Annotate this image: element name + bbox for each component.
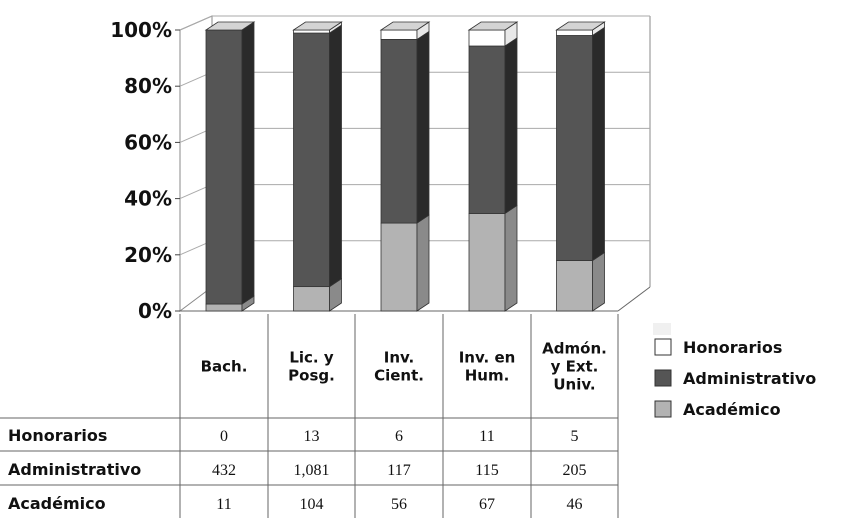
gridline-side bbox=[180, 16, 212, 30]
bar-segment-administrativo-3 bbox=[469, 38, 517, 213]
bar-segment-administrativo-0 bbox=[206, 22, 254, 304]
bar-segment-administrativo-1 bbox=[294, 25, 342, 287]
bar-side bbox=[242, 22, 254, 304]
data-label: 1,081 bbox=[294, 462, 330, 479]
category-label: Posg. bbox=[288, 367, 335, 385]
y-tick-label: 100% bbox=[110, 18, 172, 42]
bar-side bbox=[593, 27, 605, 260]
bar-front bbox=[206, 30, 242, 304]
y-tick-label: 60% bbox=[124, 130, 172, 154]
data-label: 104 bbox=[300, 496, 324, 513]
bar-side bbox=[505, 38, 517, 213]
bar-front bbox=[381, 223, 417, 311]
bar-front bbox=[206, 304, 242, 311]
bar-side bbox=[593, 253, 605, 311]
data-label: 0 bbox=[220, 428, 228, 445]
bar-segment-acad-mico-3 bbox=[469, 205, 517, 311]
data-label: 205 bbox=[563, 462, 587, 479]
data-label: 432 bbox=[212, 462, 236, 479]
category-label: Cient. bbox=[374, 367, 424, 385]
bar-front bbox=[557, 261, 593, 311]
category-label: Univ. bbox=[553, 376, 595, 394]
data-label: 6 bbox=[395, 428, 403, 445]
category-label: Bach. bbox=[201, 358, 248, 376]
bar-segment-acad-mico-2 bbox=[381, 215, 429, 311]
category-label: Admón. bbox=[542, 340, 607, 358]
bar-front bbox=[557, 35, 593, 260]
data-label: 67 bbox=[479, 496, 495, 513]
y-tick-label: 40% bbox=[124, 187, 172, 211]
legend: Honorarios Administrativo Académico bbox=[653, 323, 816, 419]
legend-decoration bbox=[653, 323, 671, 335]
category-label: Inv. en bbox=[459, 349, 516, 367]
y-axis: 0% 20% 40% 60% 80% 100% bbox=[110, 18, 180, 323]
bar-front bbox=[469, 30, 505, 46]
data-label: 117 bbox=[387, 462, 410, 479]
legend-label: Administrativo bbox=[683, 369, 816, 388]
floor-right-edge bbox=[618, 287, 650, 311]
bar-side bbox=[505, 205, 517, 311]
bar-front bbox=[294, 287, 330, 311]
data-label: 56 bbox=[391, 496, 407, 513]
bar-side bbox=[330, 25, 342, 287]
bar-front bbox=[381, 30, 417, 39]
bar-side bbox=[417, 31, 429, 223]
bar-front bbox=[294, 30, 330, 33]
bar-segment-administrativo-2 bbox=[381, 31, 429, 223]
category-label: y Ext. bbox=[551, 358, 599, 376]
data-label: 115 bbox=[475, 462, 498, 479]
legend-swatch bbox=[655, 401, 671, 417]
row-header: Honorarios bbox=[8, 426, 107, 445]
bar-front bbox=[294, 33, 330, 287]
y-tick-label: 20% bbox=[124, 243, 172, 267]
data-label: 11 bbox=[479, 428, 494, 445]
bars bbox=[206, 22, 605, 311]
bar-front bbox=[469, 213, 505, 311]
data-label: 46 bbox=[567, 496, 583, 513]
bar-front bbox=[381, 39, 417, 223]
bar-front bbox=[557, 30, 593, 35]
legend-swatch bbox=[655, 370, 671, 386]
category-label: Hum. bbox=[465, 367, 510, 385]
bar-segment-administrativo-4 bbox=[557, 27, 605, 260]
data-label: 13 bbox=[304, 428, 320, 445]
bar-segment-acad-mico-4 bbox=[557, 253, 605, 311]
legend-label: Académico bbox=[683, 400, 781, 419]
legend-swatch bbox=[655, 339, 671, 355]
y-tick-label: 0% bbox=[138, 299, 172, 323]
bar-front bbox=[469, 46, 505, 213]
category-label: Inv. bbox=[384, 349, 415, 367]
category-label: Lic. y bbox=[289, 349, 334, 367]
row-header: Académico bbox=[8, 494, 106, 513]
data-label: 5 bbox=[571, 428, 579, 445]
data-label: 11 bbox=[216, 496, 231, 513]
legend-label: Honorarios bbox=[683, 338, 782, 357]
row-header: Administrativo bbox=[8, 460, 141, 479]
bar-side bbox=[417, 215, 429, 311]
y-tick-label: 80% bbox=[124, 74, 172, 98]
